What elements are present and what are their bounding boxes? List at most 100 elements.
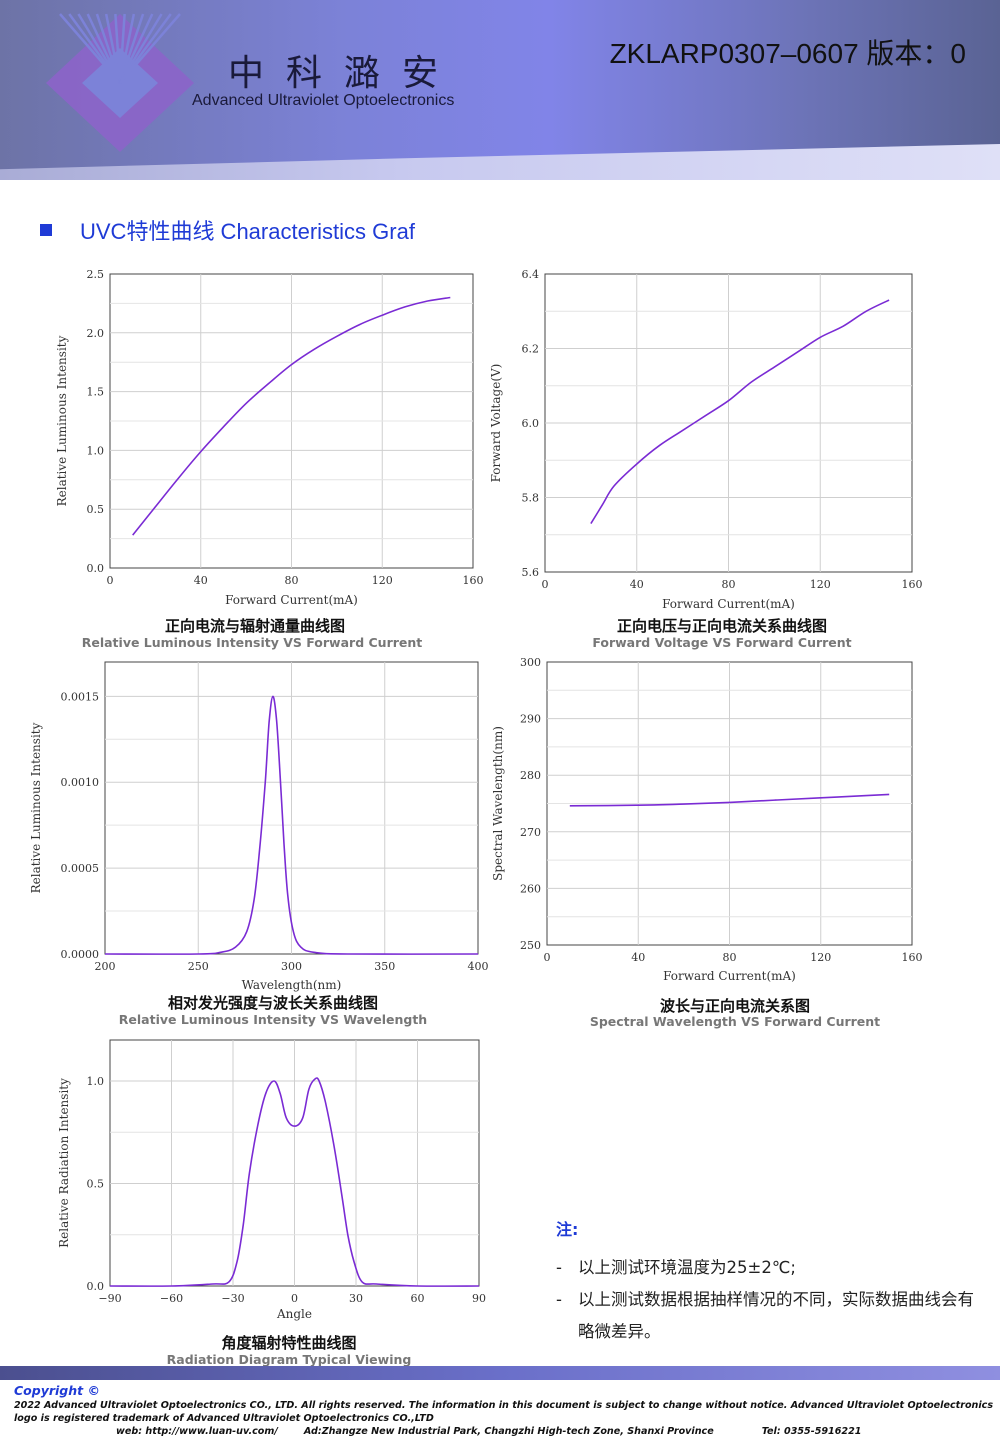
chart-caption-cn: 角度辐射特性曲线图 [221, 1334, 357, 1352]
section-title: UVC特性曲线 Characteristics Graf [80, 219, 415, 244]
x-axis-title: Forward Current(mA) [662, 597, 795, 611]
chart-caption-cn: 正向电压与正向电流关系曲线图 [616, 617, 828, 635]
y-tick-label: 6.0 [522, 417, 540, 430]
y-tick-label: 1.5 [87, 386, 105, 399]
x-tick-label: 120 [810, 578, 831, 591]
footer-bar [0, 1366, 1000, 1380]
x-tick-label: 80 [723, 951, 737, 964]
logo-ray [104, 13, 122, 84]
x-tick-label: 80 [722, 578, 736, 591]
x-axis-title: Angle [276, 1307, 312, 1321]
document-code: ZKLARP0307–0607 版本：0 [609, 38, 966, 69]
y-tick-label: 0.0000 [61, 948, 100, 961]
chart-caption-en: Spectral Wavelength VS Forward Current [589, 1014, 881, 1029]
x-tick-label: 400 [468, 960, 489, 973]
chart-caption-cn: 正向电流与辐射通量曲线图 [164, 617, 346, 635]
y-tick-label: 260 [520, 882, 541, 895]
logo-ray [77, 13, 122, 84]
series-line [590, 299, 890, 524]
header-banner: 中科潞安 Advanced Ultraviolet Optoelectronic… [0, 0, 1000, 180]
y-tick-label: 5.6 [522, 566, 540, 579]
y-tick-label: 6.2 [522, 343, 540, 356]
y-tick-label: 5.8 [522, 492, 540, 505]
y-tick-label: 270 [520, 826, 541, 839]
chart-caption-en: Relative Luminous Intensity VS Forward C… [81, 635, 423, 650]
x-axis-title: Forward Current(mA) [225, 593, 358, 607]
note-item: - 以上测试数据根据抽样情况的不同，实际数据曲线会有略微差异。 [556, 1284, 976, 1348]
y-axis-title: Spectral Wavelength(nm) [491, 726, 505, 881]
section-heading: UVC特性曲线 Characteristics Graf [40, 214, 415, 246]
copyright-text: 2022 Advanced Ultraviolet Optoelectronic… [14, 1400, 994, 1425]
y-tick-label: 290 [520, 713, 541, 726]
copyright-label: Copyright © [14, 1383, 100, 1398]
x-tick-label: −30 [221, 1292, 244, 1305]
x-tick-label: 30 [349, 1292, 363, 1305]
contact-line: web: http://www.luan-uv.com/ Ad:Zhangze … [14, 1425, 994, 1438]
x-tick-label: 250 [188, 960, 209, 973]
y-tick-label: 0.0010 [61, 776, 100, 789]
company-name-en: Advanced Ultraviolet Optoelectronics [192, 92, 455, 109]
series-line [109, 1077, 480, 1287]
series-line [104, 695, 479, 955]
y-tick-label: 0.5 [87, 1178, 105, 1191]
logo-ray [118, 13, 136, 84]
x-tick-label: 160 [463, 574, 484, 587]
logo-ray [119, 13, 181, 84]
x-tick-label: 40 [631, 951, 645, 964]
chart-caption-en: Relative Luminous Intensity VS Wavelengt… [118, 1012, 428, 1027]
diamond-ray-logo [46, 13, 194, 152]
y-tick-label: 6.4 [522, 268, 540, 281]
y-tick-label: 300 [520, 656, 541, 669]
website-link[interactable]: web: http://www.luan-uv.com/ [116, 1426, 278, 1438]
y-tick-label: 280 [520, 769, 541, 782]
x-tick-label: −90 [98, 1292, 121, 1305]
x-tick-label: 160 [902, 951, 923, 964]
x-tick-label: 0 [542, 578, 549, 591]
logo-ray [118, 13, 126, 84]
y-tick-label: 0.0005 [61, 862, 100, 875]
y-tick-label: 2.0 [87, 327, 105, 340]
chart-caption-en: Radiation Diagram Typical Viewing [166, 1352, 412, 1367]
footer: Copyright © 2022 Advanced Ultraviolet Op… [14, 1383, 994, 1439]
y-tick-label: 0.0 [87, 562, 105, 575]
notes-title: 注: [556, 1220, 579, 1239]
company-name-cn: 中科潞安 [228, 53, 461, 94]
y-axis-title: Relative Luminous Intensity [55, 335, 69, 506]
x-tick-label: 350 [374, 960, 395, 973]
dash-bullet: - [556, 1290, 562, 1309]
y-axis-title: Forward Voltage(V) [489, 364, 503, 483]
notes-block: 注: - 以上测试环境温度为25±2℃; - 以上测试数据根据抽样情况的不同，实… [556, 1216, 976, 1348]
x-axis-title: Wavelength(nm) [242, 978, 342, 992]
x-tick-label: −60 [160, 1292, 183, 1305]
x-tick-label: 40 [630, 578, 644, 591]
y-tick-label: 2.5 [87, 268, 105, 281]
logo-ray [68, 13, 122, 84]
note-item: - 以上测试环境温度为25±2℃; [556, 1252, 976, 1284]
logo-ray [86, 13, 122, 84]
y-axis-title: Relative Radiation Intensity [57, 1078, 71, 1248]
chart-caption-cn: 相对发光强度与波长关系曲线图 [167, 994, 379, 1012]
note-text: 以上测试数据根据抽样情况的不同，实际数据曲线会有略微差异。 [578, 1290, 974, 1341]
y-axis-title: Relative Luminous Intensity [29, 722, 43, 893]
x-tick-label: 60 [411, 1292, 425, 1305]
x-tick-label: 90 [472, 1292, 486, 1305]
series-line [569, 793, 890, 807]
x-tick-label: 0 [544, 951, 551, 964]
logo-ray [118, 13, 145, 84]
tel-text: Tel: 0355-5916221 [761, 1426, 862, 1438]
chart-caption-en: Forward Voltage VS Forward Current [592, 635, 852, 650]
note-text: 以上测试环境温度为25±2℃; [578, 1258, 796, 1277]
x-tick-label: 160 [902, 578, 923, 591]
chart-caption-cn: 波长与正向电流关系图 [659, 997, 811, 1015]
dash-bullet: - [556, 1258, 562, 1277]
y-tick-label: 250 [520, 939, 541, 952]
y-tick-label: 0.0015 [61, 690, 100, 703]
x-axis-title: Forward Current(mA) [663, 969, 796, 983]
logo-ray [118, 13, 154, 84]
logo-ray [95, 13, 122, 84]
x-tick-label: 80 [285, 574, 299, 587]
